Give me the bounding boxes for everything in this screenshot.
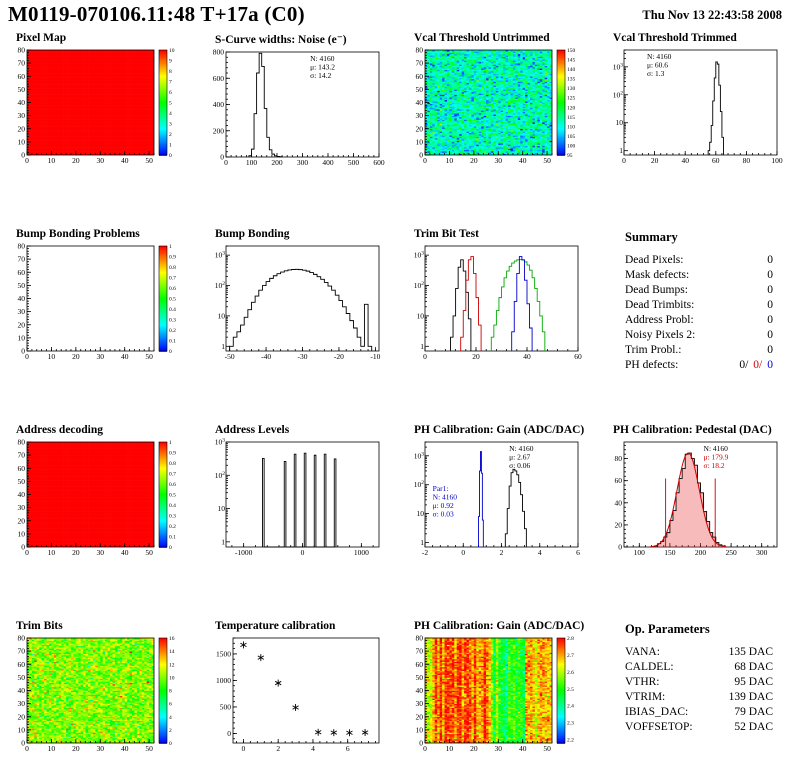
op-param-label: VOFFSETOP: [625, 721, 693, 733]
op-param-label: VTHR: [625, 676, 660, 688]
panel-temperature-calibration: Temperature calibration [199, 618, 398, 772]
op-param-value: 52 DAC [734, 721, 773, 733]
page-title: M0119-070106.11:48 T+17a (C0) [8, 2, 305, 26]
summary-label: PH defects: [625, 359, 679, 371]
op-param-value: 139 DAC [728, 691, 773, 703]
op-param-row: VTHR: 95 DAC [625, 676, 773, 688]
panel-bump-bonding-problems: Bump Bonding Problems [0, 226, 199, 422]
summary-label: Noisy Pixels 2: [625, 329, 696, 341]
op-param-label: VANA: [625, 646, 660, 658]
temperature-calibration-plot [199, 633, 389, 759]
summary-value: 0 [767, 299, 773, 311]
summary-value: 0 [767, 254, 773, 266]
summary-row: Address Probl: 0 [625, 314, 773, 326]
summary-row: Dead Pixels: 0 [625, 254, 773, 266]
panel-title: Pixel Map [16, 32, 67, 44]
op-param-label: IBIAS_DAC: [625, 706, 689, 718]
op-param-row: IBIAS_DAC: 79 DAC [625, 706, 773, 718]
summary-value: 0 [767, 344, 773, 356]
summary-row: Dead Trimbits: 0 [625, 299, 773, 311]
ph-defects-value: 0/ [739, 359, 749, 371]
op-param-label: CALDEL: [625, 661, 674, 673]
bump-problems-plot [0, 241, 190, 367]
panel-bump-bonding: Bump Bonding [199, 226, 398, 422]
panel-address-decoding: Address decoding [0, 422, 199, 618]
summary-label: Dead Bumps: [625, 284, 688, 296]
summary-value: 0 [767, 284, 773, 296]
summary-value: 0 [767, 329, 773, 341]
panel-title: PH Calibration: Gain (ADC/DAC) [414, 620, 585, 632]
summary-row: Trim Probl.: 0 [625, 344, 773, 356]
panel-ph-gain-map: PH Calibration: Gain (ADC/DAC) [398, 618, 597, 772]
panel-scurve-noise: S-Curve widths: Noise (e⁻) [199, 30, 398, 226]
op-param-row: VTRIM: 139 DAC [625, 691, 773, 703]
summary-row: Noisy Pixels 2: 0 [625, 329, 773, 341]
summary-label: Trim Probl.: [625, 344, 682, 356]
trim-bits-plot [0, 633, 190, 759]
panel-trim-bits: Trim Bits [0, 618, 199, 772]
panel-title: Trim Bits [16, 620, 63, 632]
ph-defects-value: 0 [767, 359, 773, 371]
panel-title: Temperature calibration [215, 620, 336, 632]
ph-gain-distribution-plot [398, 437, 588, 563]
scurve-noise-plot [199, 47, 389, 173]
ph-pedestal-plot [597, 437, 787, 563]
summary-title: Summary [625, 230, 678, 244]
summary-label: Dead Pixels: [625, 254, 684, 266]
ph-defects-value: 0/ [753, 359, 763, 371]
panel-vcal-threshold-trimmed: Vcal Threshold Trimmed [597, 30, 796, 226]
panel-ph-gain-distribution: PH Calibration: Gain (ADC/DAC) [398, 422, 597, 618]
plot-grid: Pixel Map S-Curve widths: Noise (e⁻) Vca… [0, 30, 796, 772]
trim-bit-test-plot [398, 241, 588, 367]
panel-title: Trim Bit Test [414, 228, 479, 240]
address-decoding-plot [0, 437, 190, 563]
panel-op-parameters: Op. Parameters VANA: 135 DAC CALDEL: 68 … [597, 618, 796, 772]
summary-row-ph-defects: PH defects: 0/0/0 [625, 359, 773, 371]
pixel-map-plot [0, 45, 190, 171]
op-param-row: VOFFSETOP: 52 DAC [625, 721, 773, 733]
address-levels-plot [199, 437, 389, 563]
vcal-trimmed-plot [597, 45, 787, 171]
panel-title: Bump Bonding Problems [16, 228, 140, 240]
op-param-value: 68 DAC [734, 661, 773, 673]
summary-label: Dead Trimbits: [625, 299, 695, 311]
report-timestamp: Thu Nov 13 22:43:58 2008 [642, 8, 782, 22]
summary-row: Mask defects: 0 [625, 269, 773, 281]
panel-title: Vcal Threshold Untrimmed [414, 32, 550, 44]
panel-ph-pedestal: PH Calibration: Pedestal (DAC) [597, 422, 796, 618]
panel-vcal-threshold-untrimmed: Vcal Threshold Untrimmed [398, 30, 597, 226]
panel-title: S-Curve widths: Noise (e⁻) [215, 34, 347, 46]
report-header: M0119-070106.11:48 T+17a (C0) Thu Nov 13… [0, 0, 796, 30]
panel-title: Address Levels [215, 424, 290, 436]
ph-gain-map-plot [398, 633, 588, 759]
op-param-value: 95 DAC [734, 676, 773, 688]
op-param-label: VTRIM: [625, 691, 666, 703]
panel-title: PH Calibration: Gain (ADC/DAC) [414, 424, 585, 436]
panel-address-levels: Address Levels [199, 422, 398, 618]
summary-label: Mask defects: [625, 269, 690, 281]
panel-title: Vcal Threshold Trimmed [613, 32, 737, 44]
panel-pixel-map: Pixel Map [0, 30, 199, 226]
panel-trim-bit-test: Trim Bit Test [398, 226, 597, 422]
bump-bonding-plot [199, 241, 389, 367]
op-parameters-title: Op. Parameters [625, 622, 710, 636]
panel-title: Bump Bonding [215, 228, 290, 240]
summary-label: Address Probl: [625, 314, 694, 326]
op-param-row: CALDEL: 68 DAC [625, 661, 773, 673]
summary-row: Dead Bumps: 0 [625, 284, 773, 296]
ph-defects-values: 0/0/0 [734, 359, 773, 371]
panel-summary: Summary Dead Pixels: 0 Mask defects: 0 D… [597, 226, 796, 422]
summary-value: 0 [767, 269, 773, 281]
panel-title: Address decoding [16, 424, 104, 436]
vcal-untrimmed-plot [398, 45, 588, 171]
op-param-row: VANA: 135 DAC [625, 646, 773, 658]
summary-value: 0 [767, 314, 773, 326]
panel-title: PH Calibration: Pedestal (DAC) [613, 424, 772, 436]
op-param-value: 135 DAC [728, 646, 773, 658]
op-param-value: 79 DAC [734, 706, 773, 718]
